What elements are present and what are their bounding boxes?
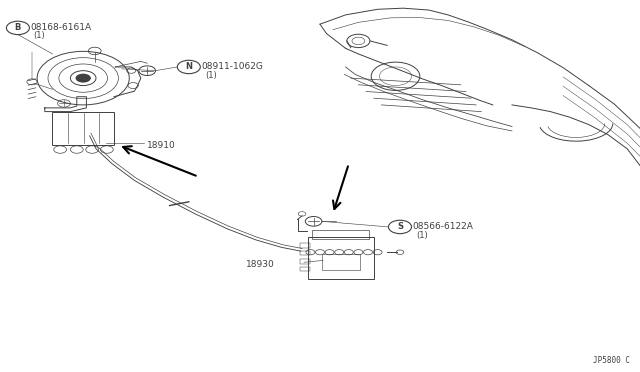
Circle shape	[76, 74, 91, 83]
Text: B: B	[15, 23, 21, 32]
Text: 18910: 18910	[147, 141, 176, 150]
Text: 08168-6161A: 08168-6161A	[31, 23, 92, 32]
Text: 08911-1062G: 08911-1062G	[202, 62, 264, 71]
Text: JP5800 C: JP5800 C	[593, 356, 630, 365]
Text: N: N	[186, 62, 192, 71]
Text: (1): (1)	[33, 31, 45, 40]
Text: S: S	[397, 222, 403, 231]
Text: (1): (1)	[416, 231, 428, 240]
Text: (1): (1)	[205, 71, 216, 80]
Text: 18930: 18930	[246, 260, 275, 269]
Text: 08566-6122A: 08566-6122A	[413, 222, 474, 231]
